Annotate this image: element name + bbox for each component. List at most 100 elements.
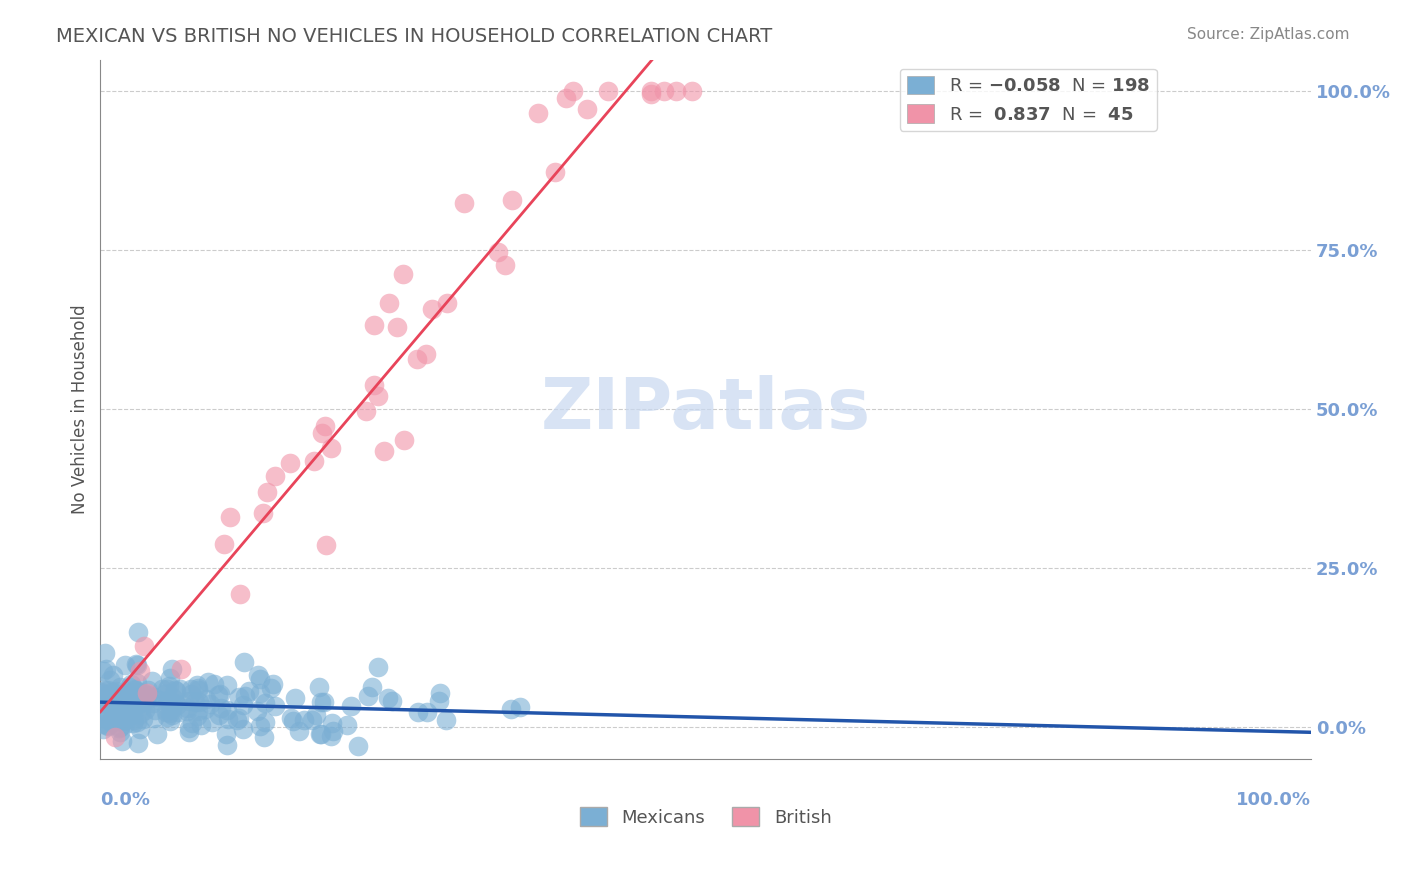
Point (163, 683, 186, 698)
Point (416, 705, 439, 719)
Point (378, 296, 401, 310)
Point (215, 727, 238, 741)
Point (110, 689, 132, 703)
Point (207, 688, 229, 702)
Point (114, 690, 136, 704)
Point (201, 715, 224, 730)
Point (160, 707, 183, 722)
Point (105, 699, 128, 714)
Point (308, 680, 330, 694)
Point (422, 301, 444, 316)
Point (101, 706, 124, 721)
Point (253, 715, 276, 730)
Point (232, 698, 254, 712)
Point (156, 710, 179, 724)
Point (387, 320, 409, 334)
Text: ZIPatlas: ZIPatlas (541, 375, 870, 444)
Point (176, 704, 198, 718)
Point (246, 704, 269, 718)
Point (132, 639, 155, 653)
Point (367, 389, 389, 403)
Point (142, 696, 165, 710)
Point (104, 714, 127, 728)
Point (93, 691, 115, 706)
Point (128, 698, 150, 712)
Point (218, 510, 240, 524)
Point (321, 715, 343, 730)
Point (228, 710, 250, 724)
Point (125, 657, 148, 672)
Point (253, 730, 276, 744)
Point (160, 696, 183, 710)
Point (202, 677, 225, 691)
Point (247, 668, 270, 682)
Point (177, 694, 200, 708)
Point (148, 693, 170, 707)
Point (107, 714, 129, 729)
Point (143, 711, 166, 725)
Point (98, 699, 121, 714)
Point (156, 692, 179, 706)
Point (127, 735, 149, 749)
Point (543, 164, 565, 178)
Point (155, 705, 177, 719)
Point (108, 720, 131, 734)
Point (166, 698, 188, 712)
Point (217, 712, 239, 726)
Point (90, 685, 112, 699)
Point (406, 705, 429, 719)
Point (494, 258, 516, 272)
Point (157, 679, 180, 693)
Point (302, 454, 325, 468)
Point (117, 707, 139, 722)
Point (131, 694, 153, 708)
Point (97, 683, 120, 698)
Point (640, 87, 662, 101)
Point (186, 678, 208, 692)
Point (681, 84, 703, 98)
Point (100, 690, 122, 705)
Point (108, 721, 131, 735)
Point (357, 689, 380, 703)
Point (162, 690, 184, 705)
Point (486, 244, 509, 259)
Point (208, 708, 231, 723)
Point (94, 682, 117, 697)
Point (309, 727, 332, 741)
Point (186, 708, 208, 723)
Point (101, 668, 124, 682)
Point (180, 681, 202, 696)
Point (640, 84, 662, 98)
Point (288, 723, 311, 738)
Point (284, 690, 307, 705)
Point (346, 739, 368, 754)
Point (280, 457, 302, 471)
Point (101, 713, 124, 727)
Point (98, 688, 121, 702)
Point (453, 196, 475, 211)
Point (652, 84, 675, 98)
Point (104, 731, 127, 745)
Point (312, 695, 335, 709)
Point (322, 723, 344, 738)
Point (91, 665, 114, 679)
Point (104, 686, 127, 700)
Point (101, 685, 124, 699)
Point (256, 484, 278, 499)
Point (527, 106, 550, 120)
Point (117, 707, 139, 722)
Point (363, 377, 385, 392)
Point (281, 714, 304, 728)
Point (187, 704, 209, 718)
Point (254, 696, 277, 710)
Point (198, 697, 221, 711)
Point (181, 715, 204, 730)
Point (377, 691, 399, 706)
Point (190, 718, 212, 732)
Point (187, 695, 209, 709)
Point (209, 701, 232, 715)
Point (664, 84, 686, 98)
Point (118, 680, 141, 694)
Point (98, 714, 121, 728)
Point (121, 686, 143, 700)
